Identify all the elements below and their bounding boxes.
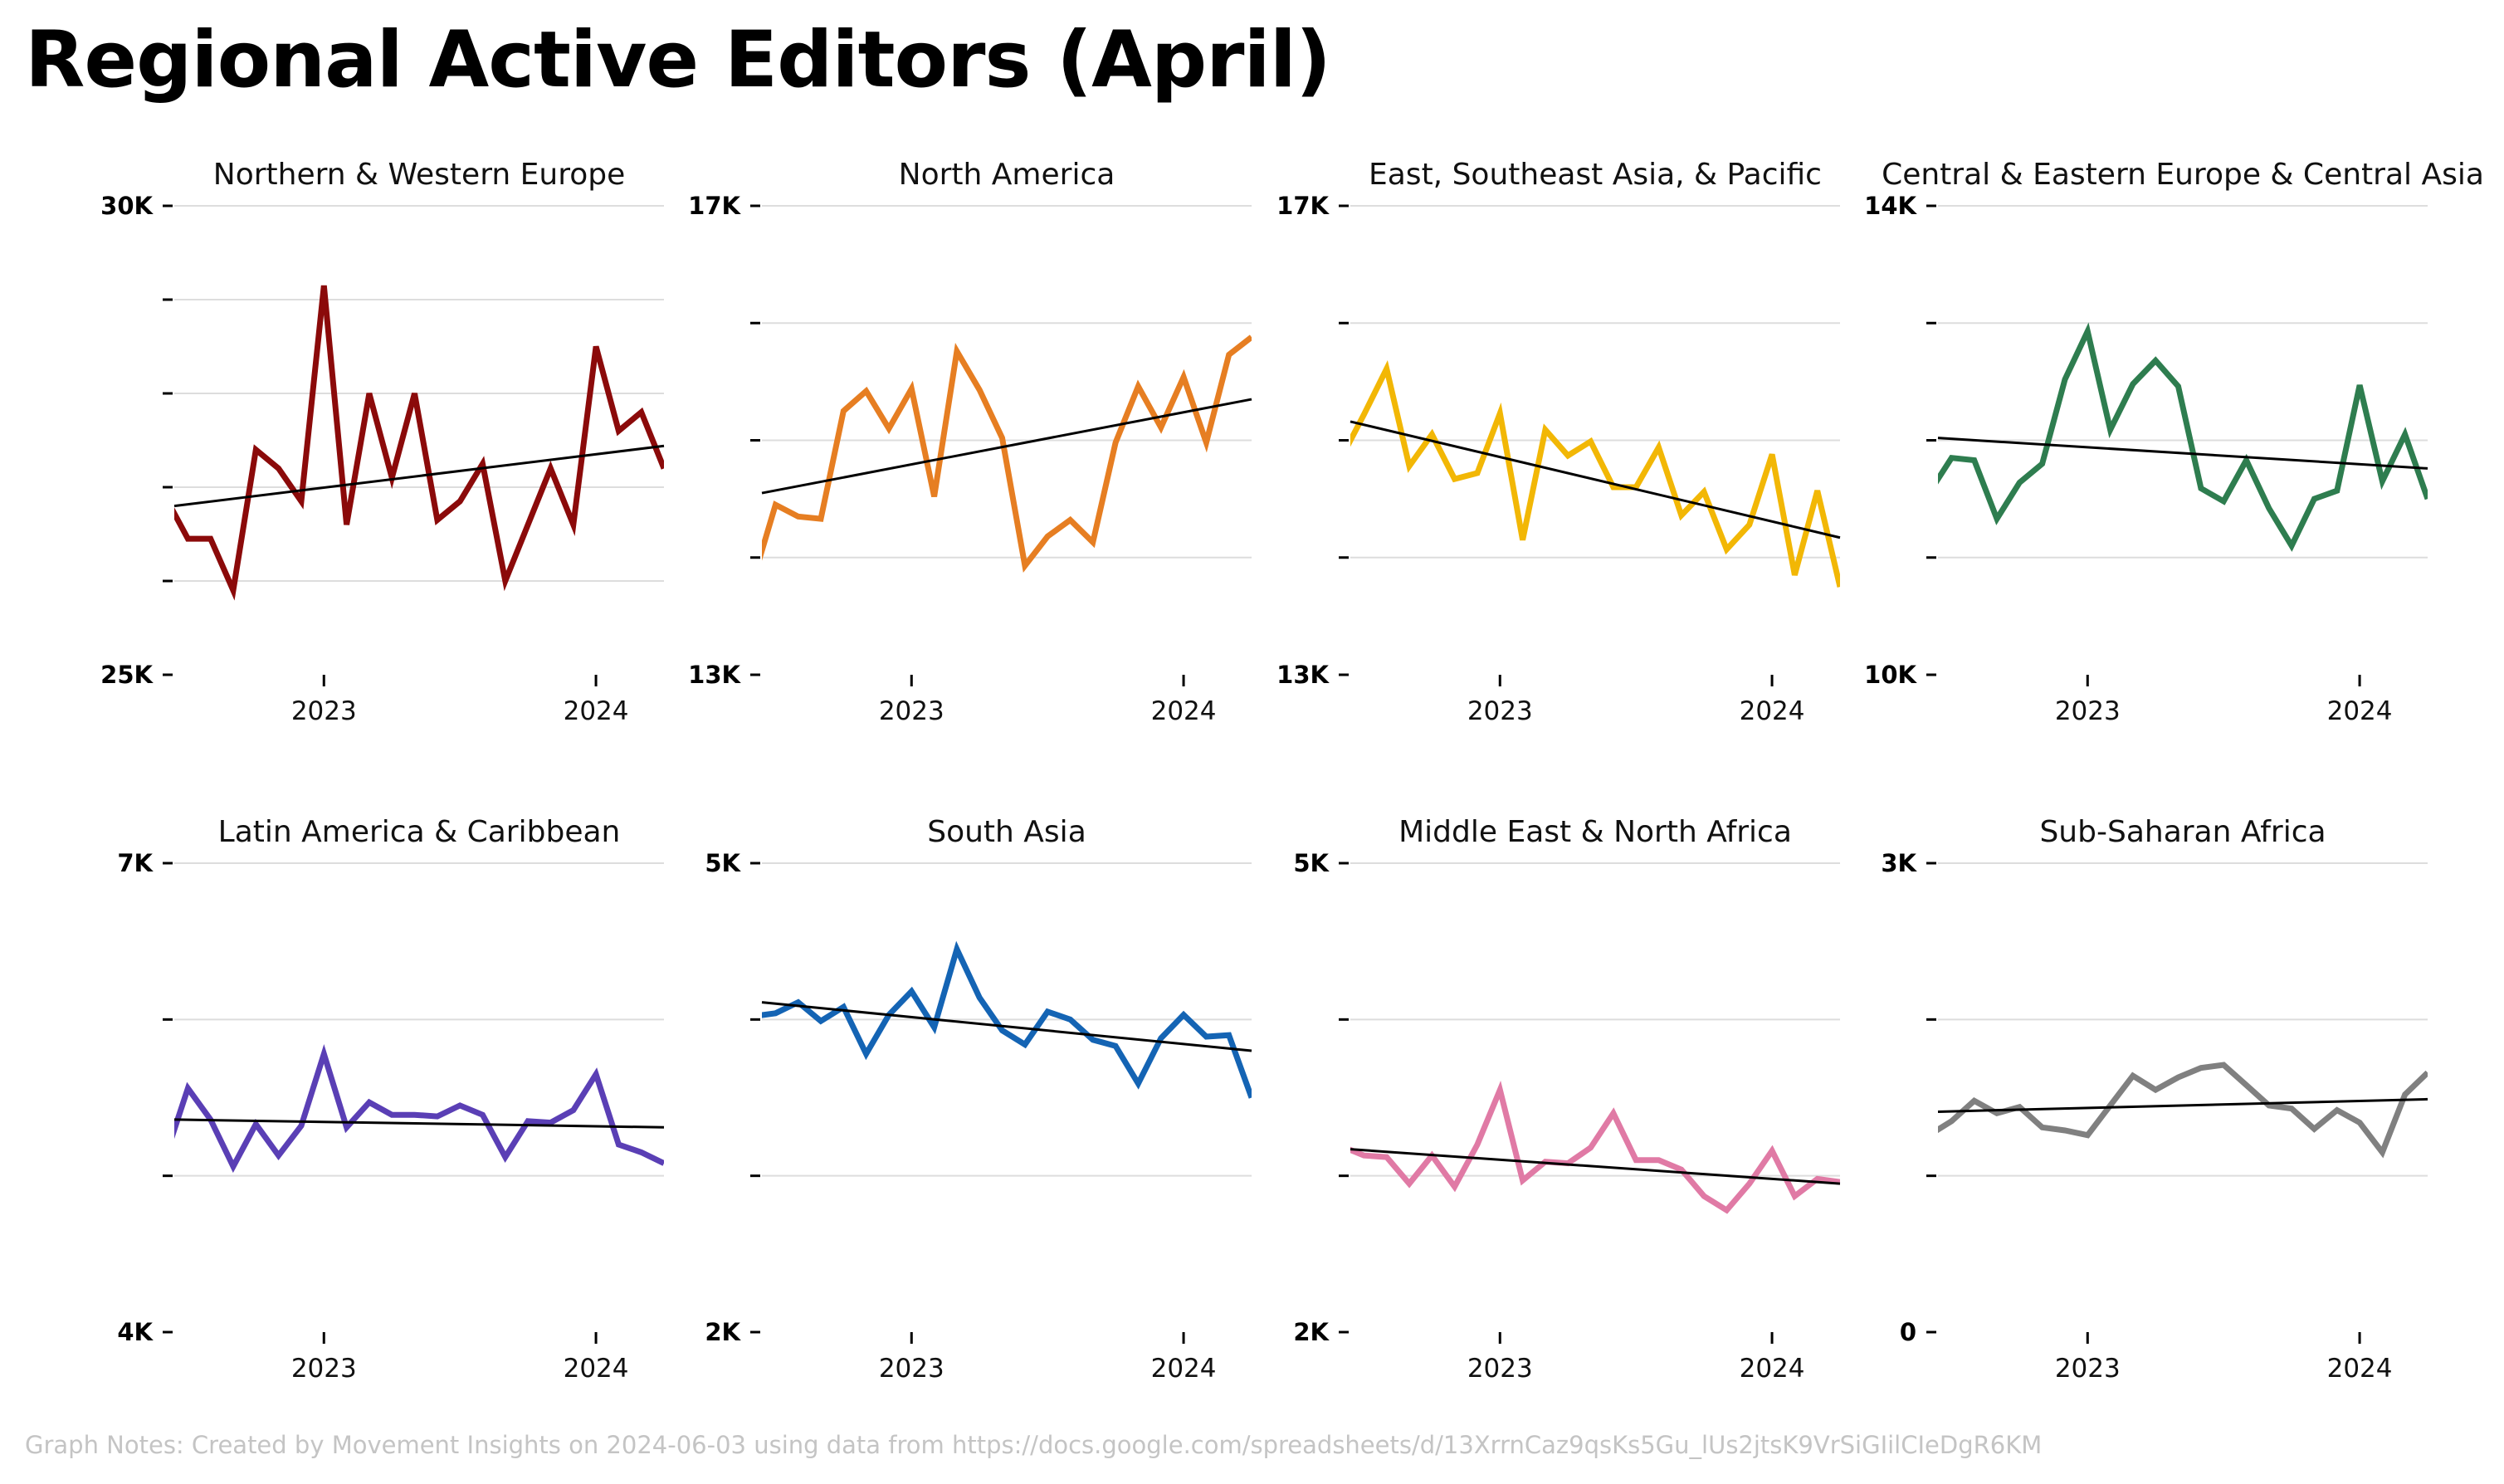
trend-line [1937, 1097, 2428, 1113]
trend-line [173, 444, 665, 508]
x-tick-label: 2023 [1467, 696, 1533, 726]
trend-line [761, 398, 1252, 495]
x-tick-label: 2023 [2055, 696, 2121, 726]
y-tick-label: 5K [705, 849, 741, 877]
panel-title: Central & Eastern Europe & Central Asia [1882, 158, 2484, 192]
panel-title: Sub-Saharan Africa [2039, 815, 2326, 849]
series-line [174, 1044, 664, 1174]
graph-notes: Graph Notes: Created by Movement Insight… [25, 1431, 2043, 1459]
y-tick-label: 25K [100, 661, 154, 689]
series-line [762, 940, 1252, 1099]
y-tick-label: 13K [688, 661, 741, 689]
x-tick-label: 2024 [1151, 1354, 1217, 1384]
panel-3: Central & Eastern Europe & Central Asia1… [1864, 158, 2484, 726]
x-tick-label: 2023 [2055, 1354, 2121, 1384]
panel-title: Middle East & North Africa [1398, 815, 1792, 849]
y-tick-label: 5K [1293, 849, 1330, 877]
y-tick-label: 14K [1864, 192, 1917, 220]
x-tick-label: 2024 [564, 696, 629, 726]
panel-0: Northern & Western Europe 25K 30K 2023 2024 [100, 158, 665, 726]
x-tick-label: 2023 [291, 696, 357, 726]
panel-7: Sub-Saharan Africa 0 3K 2023 2024 [1881, 815, 2428, 1384]
x-tick-label: 2024 [564, 1354, 629, 1384]
y-tick-label: 13K [1276, 661, 1330, 689]
y-tick-label: 2K [705, 1318, 741, 1346]
y-tick-label: 7K [117, 849, 154, 877]
panel-1: North America 13K 17K 2023 2024 [688, 158, 1252, 726]
trend-line [173, 1118, 665, 1129]
panel-title: East, Southeast Asia, & Pacific [1369, 158, 1822, 192]
series-line [1350, 1080, 1840, 1214]
x-tick-label: 2024 [2327, 1354, 2393, 1384]
x-tick-label: 2023 [291, 1354, 357, 1384]
y-tick-label: 0 [1900, 1318, 1916, 1346]
panel-6: Middle East & North Africa 2K 5K 2023 2024 [1293, 815, 1841, 1384]
y-tick-label: 17K [688, 192, 741, 220]
series-line [174, 285, 664, 601]
panel-5: South Asia 2K 5K 2023 2024 [705, 815, 1252, 1384]
x-tick-label: 2024 [1151, 696, 1217, 726]
y-tick-label: 17K [1276, 192, 1330, 220]
page-title: Regional Active Editors (April) [25, 15, 1331, 105]
y-tick-label: 10K [1864, 661, 1917, 689]
panel-title: Northern & Western Europe [213, 158, 625, 192]
x-tick-label: 2024 [1740, 1354, 1805, 1384]
y-tick-label: 30K [100, 192, 154, 220]
y-tick-label: 4K [117, 1318, 154, 1346]
series-line [1938, 1062, 2428, 1159]
panel-4: Latin America & Caribbean 4K 7K 2023 2024 [117, 815, 665, 1384]
series-line [1938, 322, 2428, 552]
x-tick-label: 2023 [879, 1354, 944, 1384]
x-tick-label: 2023 [879, 696, 944, 726]
x-tick-label: 2023 [1467, 1354, 1533, 1384]
panel-title: Latin America & Caribbean [218, 815, 621, 849]
y-tick-label: 3K [1881, 849, 1917, 877]
trend-line [1350, 1148, 1841, 1185]
trend-line [1937, 437, 2428, 470]
y-tick-label: 2K [1293, 1318, 1330, 1346]
trend-line [761, 1001, 1252, 1052]
panel-2: East, Southeast Asia, & Pacific 13K 17K 202… [1276, 158, 1841, 726]
x-tick-label: 2024 [1740, 696, 1805, 726]
series-line [1350, 360, 1840, 588]
panel-title: South Asia [927, 815, 1086, 849]
panel-title: North America [899, 158, 1115, 192]
series-line [762, 334, 1252, 573]
trend-line [1350, 420, 1841, 539]
x-tick-label: 2024 [2327, 696, 2393, 726]
